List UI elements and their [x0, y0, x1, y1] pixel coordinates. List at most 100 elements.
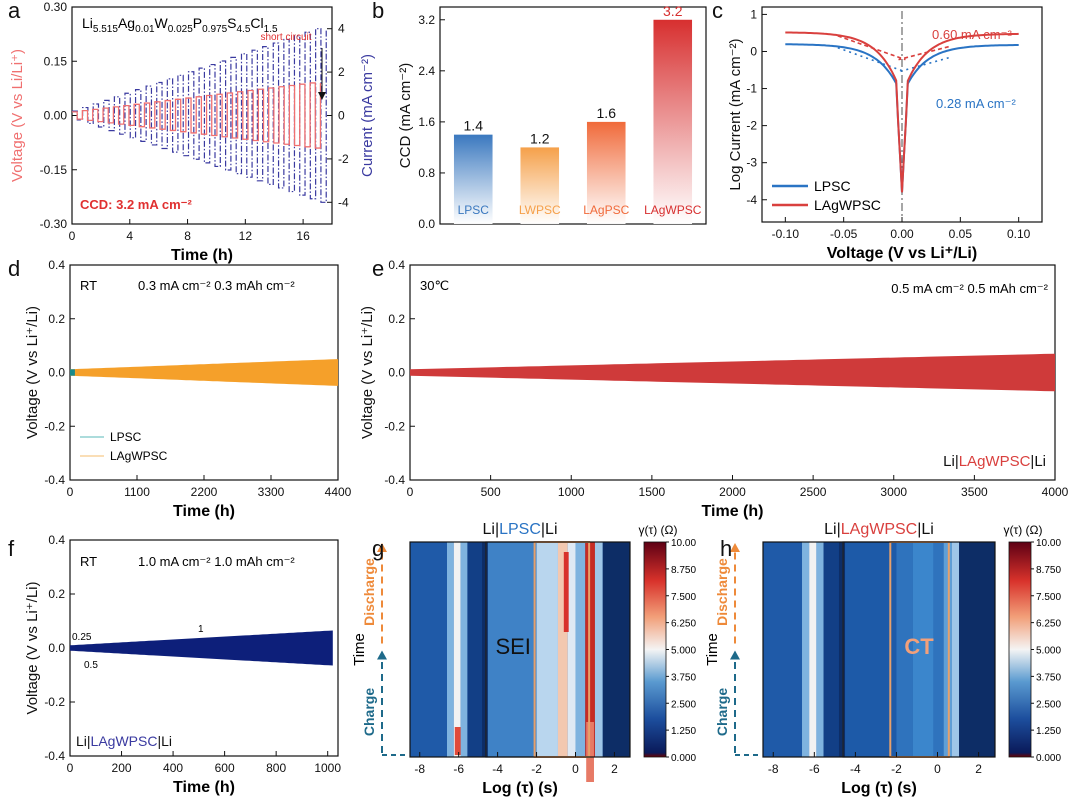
panel-d-xtick-label: 3300	[258, 485, 285, 499]
g-heatmap-cell	[575, 542, 586, 757]
panel-e-cell-label-part: Li|	[943, 453, 959, 470]
h-heatmap-cell	[912, 542, 934, 757]
h-frame	[762, 541, 996, 758]
panel-d-xtick-label: 2200	[191, 485, 218, 499]
g-xtick-label: 0	[572, 762, 579, 776]
h-colorbar-tick-label: 8.750	[1036, 565, 1061, 576]
panel-e-xtick-label: 3000	[880, 485, 907, 499]
panel-d-ytick-label: 0.2	[48, 312, 65, 326]
h-title-part: Li|	[824, 521, 841, 538]
h-xtick-label: -6	[809, 762, 820, 776]
panel-a-ytick-label: 0.30	[44, 0, 68, 14]
panel-c-ytick-label: -2	[746, 119, 757, 133]
panel-d-condition-label: RT	[80, 278, 97, 293]
g-heatmap-cell	[410, 542, 447, 757]
panel-f-cell-label-part: LAgWPSC	[91, 733, 158, 749]
panel-b-bar	[653, 19, 693, 224]
panel-e-ylabel: Voltage (V vs Li⁺/Li)	[359, 306, 376, 439]
panel-a-right-ylabel: Current (mA cm⁻²)	[359, 54, 376, 177]
g-heatmap-cell	[454, 727, 461, 755]
panel-c-xlabel: Voltage (V vs Li⁺/Li)	[827, 245, 977, 262]
g-discharge-label: Discharge	[361, 558, 377, 626]
h-heatmap-cell	[845, 542, 897, 757]
g-xlabel: Log (τ) (s)	[482, 780, 558, 797]
panel-f-annotation-2: 1	[198, 624, 204, 635]
g-colorbar-tick-label: 6.250	[671, 619, 696, 630]
panel-e-ytick-label: -0.2	[384, 419, 405, 433]
h-charge-label: Charge	[714, 688, 730, 736]
g-charge-arrow-head	[377, 650, 387, 660]
g-heatmap-cell	[594, 542, 603, 757]
panel-a-xtick-label: 4	[126, 229, 133, 243]
g-frame	[409, 541, 631, 758]
panel-f-cell-label: Li|LAgWPSC|Li	[76, 733, 172, 749]
panel-f-cell-label-part: Li|	[76, 733, 91, 749]
h-colorbar-tick-label: 2.500	[1036, 699, 1061, 710]
panel-c-tafel-left	[837, 47, 906, 73]
g-colorbar	[643, 541, 667, 758]
g-heatmap-cell	[467, 542, 483, 757]
panel-a-title-part: 0.025	[168, 24, 193, 35]
panel-c-legend-label-lag: LAgWPSC	[814, 197, 881, 213]
g-ylabel: Time	[351, 633, 368, 666]
panel-e-xtick-label: 2000	[719, 485, 746, 499]
panel-a-voltage-series	[72, 82, 322, 149]
g-xtick-label: -6	[453, 762, 464, 776]
panel-e-xtick-label: 3500	[961, 485, 988, 499]
panel-a-title-part: Ag	[118, 15, 135, 31]
panel-b-category-label: LWPSC	[519, 203, 561, 217]
g-heatmap-cell	[446, 542, 454, 757]
panel-e-series-lagwpsc	[410, 353, 1055, 392]
panel-b-ytick-label: 1.6	[418, 115, 435, 129]
h-title-part: LAgWPSC	[841, 521, 917, 538]
panel-a-title-part: Li	[82, 15, 93, 31]
h-colorbar-tick-label: 7.500	[1036, 592, 1061, 603]
panel-b-bar	[586, 121, 626, 224]
g-title: Li|LPSC|Li	[482, 521, 557, 538]
panel-a-ccd-label: CCD: 3.2 mA cm⁻²	[80, 197, 193, 212]
panel-d-ytick-label: -0.2	[44, 419, 65, 433]
panel-e-cell-label-part: |Li	[1030, 453, 1046, 470]
h-discharge-label: Discharge	[714, 558, 730, 626]
h-charge-arrow-head	[730, 650, 740, 660]
panel-e-ytick-label: -0.4	[384, 473, 405, 487]
panel-d-xlabel: Time (h)	[173, 503, 235, 520]
panel-e-ytick-label: 0.2	[388, 312, 405, 326]
panel-a-xtick-label: 12	[239, 229, 253, 243]
panel-e-xtick-label: 1500	[639, 485, 666, 499]
panel-c-tafel-left	[837, 35, 906, 61]
panel-g: SEI -8 -6 -4 -2 0 2 Log (τ) (s) Li|LPSC|Li Discha…	[351, 521, 696, 797]
h-heatmap-cell	[959, 542, 995, 757]
h-heatmap-cell	[943, 542, 952, 757]
g-title-part: Li|	[482, 521, 499, 538]
h-heatmap-cell	[809, 542, 817, 757]
panel-c-tafel-right	[898, 45, 949, 61]
panel-d-xtick-label: 0	[67, 485, 74, 499]
g-colorbar-tick-label: 8.750	[671, 565, 696, 576]
panel-c-legend-label-lpsc: LPSC	[814, 178, 851, 194]
panel-a-title-part: 0.975	[202, 24, 227, 35]
g-region-label: SEI	[495, 634, 530, 659]
panel-b-value-label: 3.2	[663, 3, 683, 19]
g-xtick-label: -2	[531, 762, 542, 776]
panel-b-ytick-label: 0.8	[418, 166, 435, 180]
panel-f-annotation-1: 0.5	[84, 660, 98, 671]
h-xtick-label: -2	[891, 762, 902, 776]
panel-a-y2tick-label: -2	[338, 152, 349, 166]
g-xtick-label: -8	[414, 762, 425, 776]
panel-f: 0 200 400 600 800 1000 -0.4 -0.2 0.0 0.2 0.4 Time (…	[24, 533, 341, 796]
panel-letter-a: a	[8, 0, 21, 23]
panel-f-annotation-0: 0.25	[72, 632, 92, 643]
h-colorbar	[1008, 541, 1032, 758]
g-colorbar-tick-label: 1.250	[671, 726, 696, 737]
h-title: Li|LAgWPSC|Li	[824, 521, 934, 538]
panel-b-ytick-label: 0.0	[418, 217, 435, 231]
panel-a-xlabel: Time (h)	[171, 247, 233, 264]
panel-d-xtick-label: 1100	[124, 485, 150, 499]
panel-letter-d: d	[8, 256, 20, 281]
panel-b-ytick-label: 2.4	[418, 64, 435, 78]
panel-c-ytick-label: -3	[746, 156, 757, 170]
panel-b-value-label: 1.4	[464, 118, 484, 134]
panel-b-bar	[520, 147, 560, 224]
panel-b-value-label: 1.6	[597, 105, 617, 121]
